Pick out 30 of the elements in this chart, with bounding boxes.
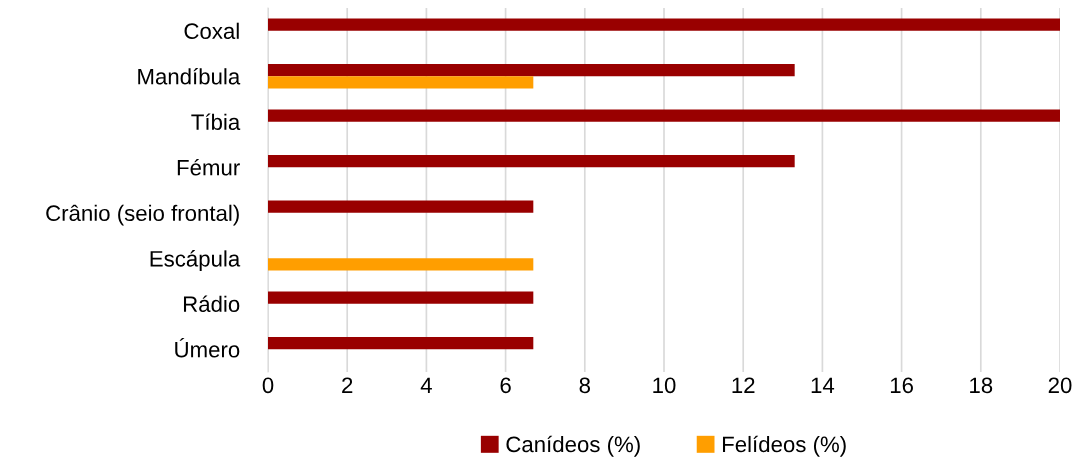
bar [268, 109, 1060, 122]
bar [268, 18, 1060, 31]
x-tick-label: 4 [420, 377, 432, 393]
x-tick-label: 2 [342, 377, 353, 393]
bar [268, 154, 795, 168]
y-tick-label: Mandíbula [138, 67, 241, 85]
y-tick-label: Úmero [175, 338, 240, 358]
x-tick-label: 10 [653, 377, 676, 394]
bar [268, 63, 795, 77]
y-tick-label: Escápula [150, 250, 241, 272]
x-tick-label: 8 [579, 377, 591, 394]
x-tick-label: 6 [500, 377, 511, 394]
bar [268, 258, 534, 271]
y-tick-label: Tíbia [191, 113, 241, 131]
bar [268, 291, 534, 304]
bar [268, 336, 534, 350]
x-tick-label: 16 [890, 377, 913, 394]
x-tick-label: 18 [970, 377, 993, 394]
bar [268, 76, 534, 89]
y-tick-label: Coxal [184, 22, 239, 40]
x-tick-label: 12 [732, 377, 755, 393]
legend-label: Canídeos (%) [506, 435, 640, 457]
y-tick-label: Crânio (seio frontal) [46, 204, 239, 226]
legend-label: Felídeos (%) [722, 435, 846, 457]
x-tick-label: 20 [1048, 377, 1072, 394]
y-tick-label: Fémur [177, 158, 240, 176]
bar [268, 200, 534, 213]
x-tick-label: 14 [811, 377, 835, 393]
x-tick-label: 0 [262, 377, 274, 394]
y-tick-label: Rádio [183, 295, 240, 313]
